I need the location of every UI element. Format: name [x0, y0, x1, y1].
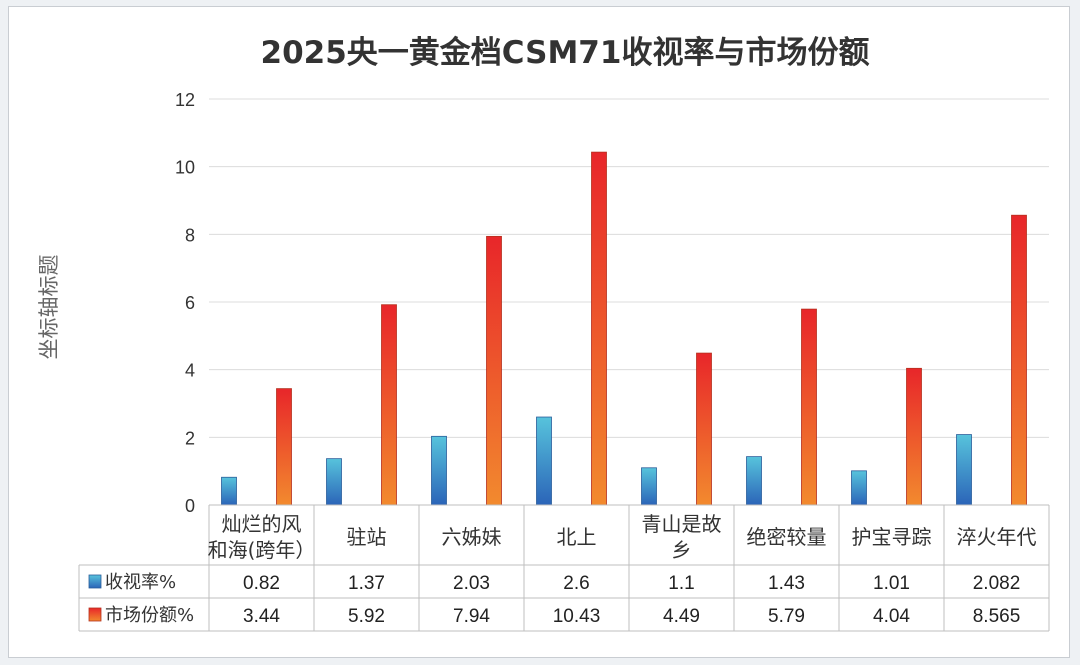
y-tick-label: 4	[185, 361, 195, 381]
y-tick-label: 12	[175, 90, 195, 110]
legend-key-share	[88, 607, 102, 622]
bar-share-3	[591, 151, 607, 506]
bar-share-2	[486, 235, 502, 506]
data-label-rating: 2.082	[973, 573, 1021, 594]
data-label-rating: 0.82	[243, 573, 280, 594]
legend-key-rating	[88, 574, 102, 589]
bar-share-7	[1011, 214, 1027, 506]
bar-rating-1	[326, 458, 342, 506]
category-label: 乡	[672, 538, 692, 562]
category-label: 淬火年代	[957, 525, 1037, 549]
data-label-rating: 1.37	[348, 573, 385, 594]
bar-rating-0	[221, 476, 237, 506]
category-label: 护宝寻踪	[852, 525, 932, 549]
category-label: 和海(跨年）	[208, 538, 316, 562]
bar-share-1	[381, 304, 397, 506]
y-tick-label: 0	[185, 496, 195, 516]
chart-frame: 0 2 4 6 8 10 12 灿烂的风 和海(跨年） 驻站 六姊妹 北上 青山是故乡 绝密较量 护宝寻踪…	[8, 6, 1070, 658]
bar-rating-4	[641, 467, 657, 506]
bar-share-5	[801, 308, 817, 506]
data-label-share: 5.92	[348, 606, 385, 627]
y-tick-label: 6	[185, 293, 195, 313]
category-label: 北上	[557, 525, 597, 549]
category-label: 灿烂的风	[222, 512, 302, 536]
bar-share-6	[906, 367, 922, 506]
bar-rating-2	[431, 435, 447, 506]
data-label-rating: 1.1	[668, 573, 694, 594]
category-label: 六姊妹	[442, 525, 502, 549]
y-axis-title: 坐标轴标题	[37, 255, 61, 360]
data-label-share: 10.43	[553, 606, 601, 627]
data-label-share: 4.49	[663, 606, 700, 627]
category-label: 青山是故	[642, 512, 722, 536]
category-label: 绝密较量	[747, 525, 827, 549]
data-label-rating: 1.43	[768, 573, 805, 594]
data-label-rating: 2.6	[563, 573, 589, 594]
bar-rating-3	[536, 416, 552, 506]
y-tick-label: 2	[185, 428, 195, 448]
data-label-share: 5.79	[768, 606, 805, 627]
data-label-rating: 1.01	[873, 573, 910, 594]
bar-rating-5	[746, 456, 762, 506]
y-tick-label: 8	[185, 225, 195, 245]
data-label-share: 4.04	[873, 606, 910, 627]
bar-rating-7	[956, 434, 972, 506]
bar-rating-6	[851, 470, 867, 506]
data-label-share: 8.565	[973, 606, 1021, 627]
legend-label-share: 市场份额%	[105, 605, 194, 626]
bar-share-0	[276, 388, 292, 506]
legend-label-rating: 收视率%	[105, 572, 176, 593]
category-label: 驻站	[347, 525, 387, 549]
data-label-rating: 2.03	[453, 573, 490, 594]
data-label-share: 7.94	[453, 606, 490, 627]
data-label-share: 3.44	[243, 606, 280, 627]
y-tick-label: 10	[175, 158, 195, 178]
chart-title: 2025央一黄金档CSM71收视率与市场份额	[261, 35, 870, 71]
bar-share-4	[696, 352, 712, 506]
